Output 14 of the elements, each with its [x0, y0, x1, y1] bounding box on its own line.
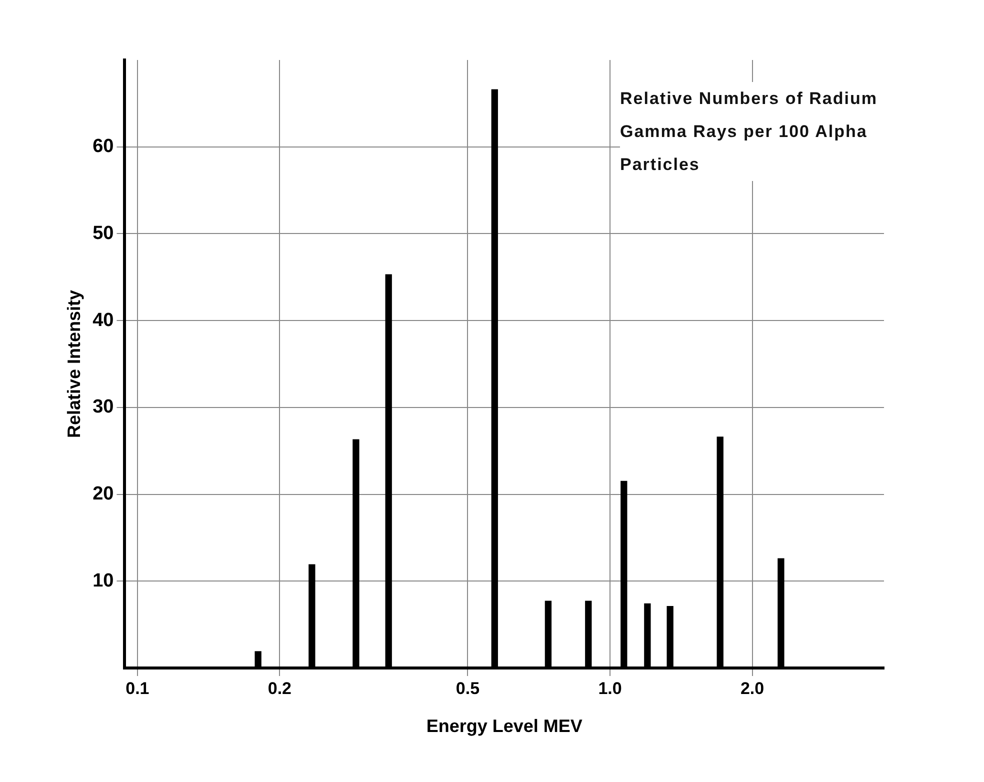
text: Relative Numbers of Radium Gamma Rays per 100 Alpha Particles — [620, 82, 920, 181]
y-tick-label: 40 — [92, 310, 114, 331]
x-tick-label: 1.0 — [598, 678, 622, 698]
x-tick-label: 0.5 — [456, 678, 480, 698]
y-axis-title: Relative Intensity — [64, 290, 84, 438]
x-tick-label: 0.1 — [126, 678, 150, 698]
x-tick-label: 2.0 — [740, 678, 764, 698]
y-tick-label: 20 — [92, 484, 114, 505]
y-tick-label: 60 — [92, 136, 114, 158]
x-tick-label: 0.2 — [268, 678, 292, 698]
y-tick-label: 10 — [92, 570, 114, 592]
x-axis-title: Energy Level MEV — [426, 716, 582, 736]
y-tick-label: 50 — [92, 222, 114, 244]
y-tick-label: 30 — [92, 396, 114, 418]
